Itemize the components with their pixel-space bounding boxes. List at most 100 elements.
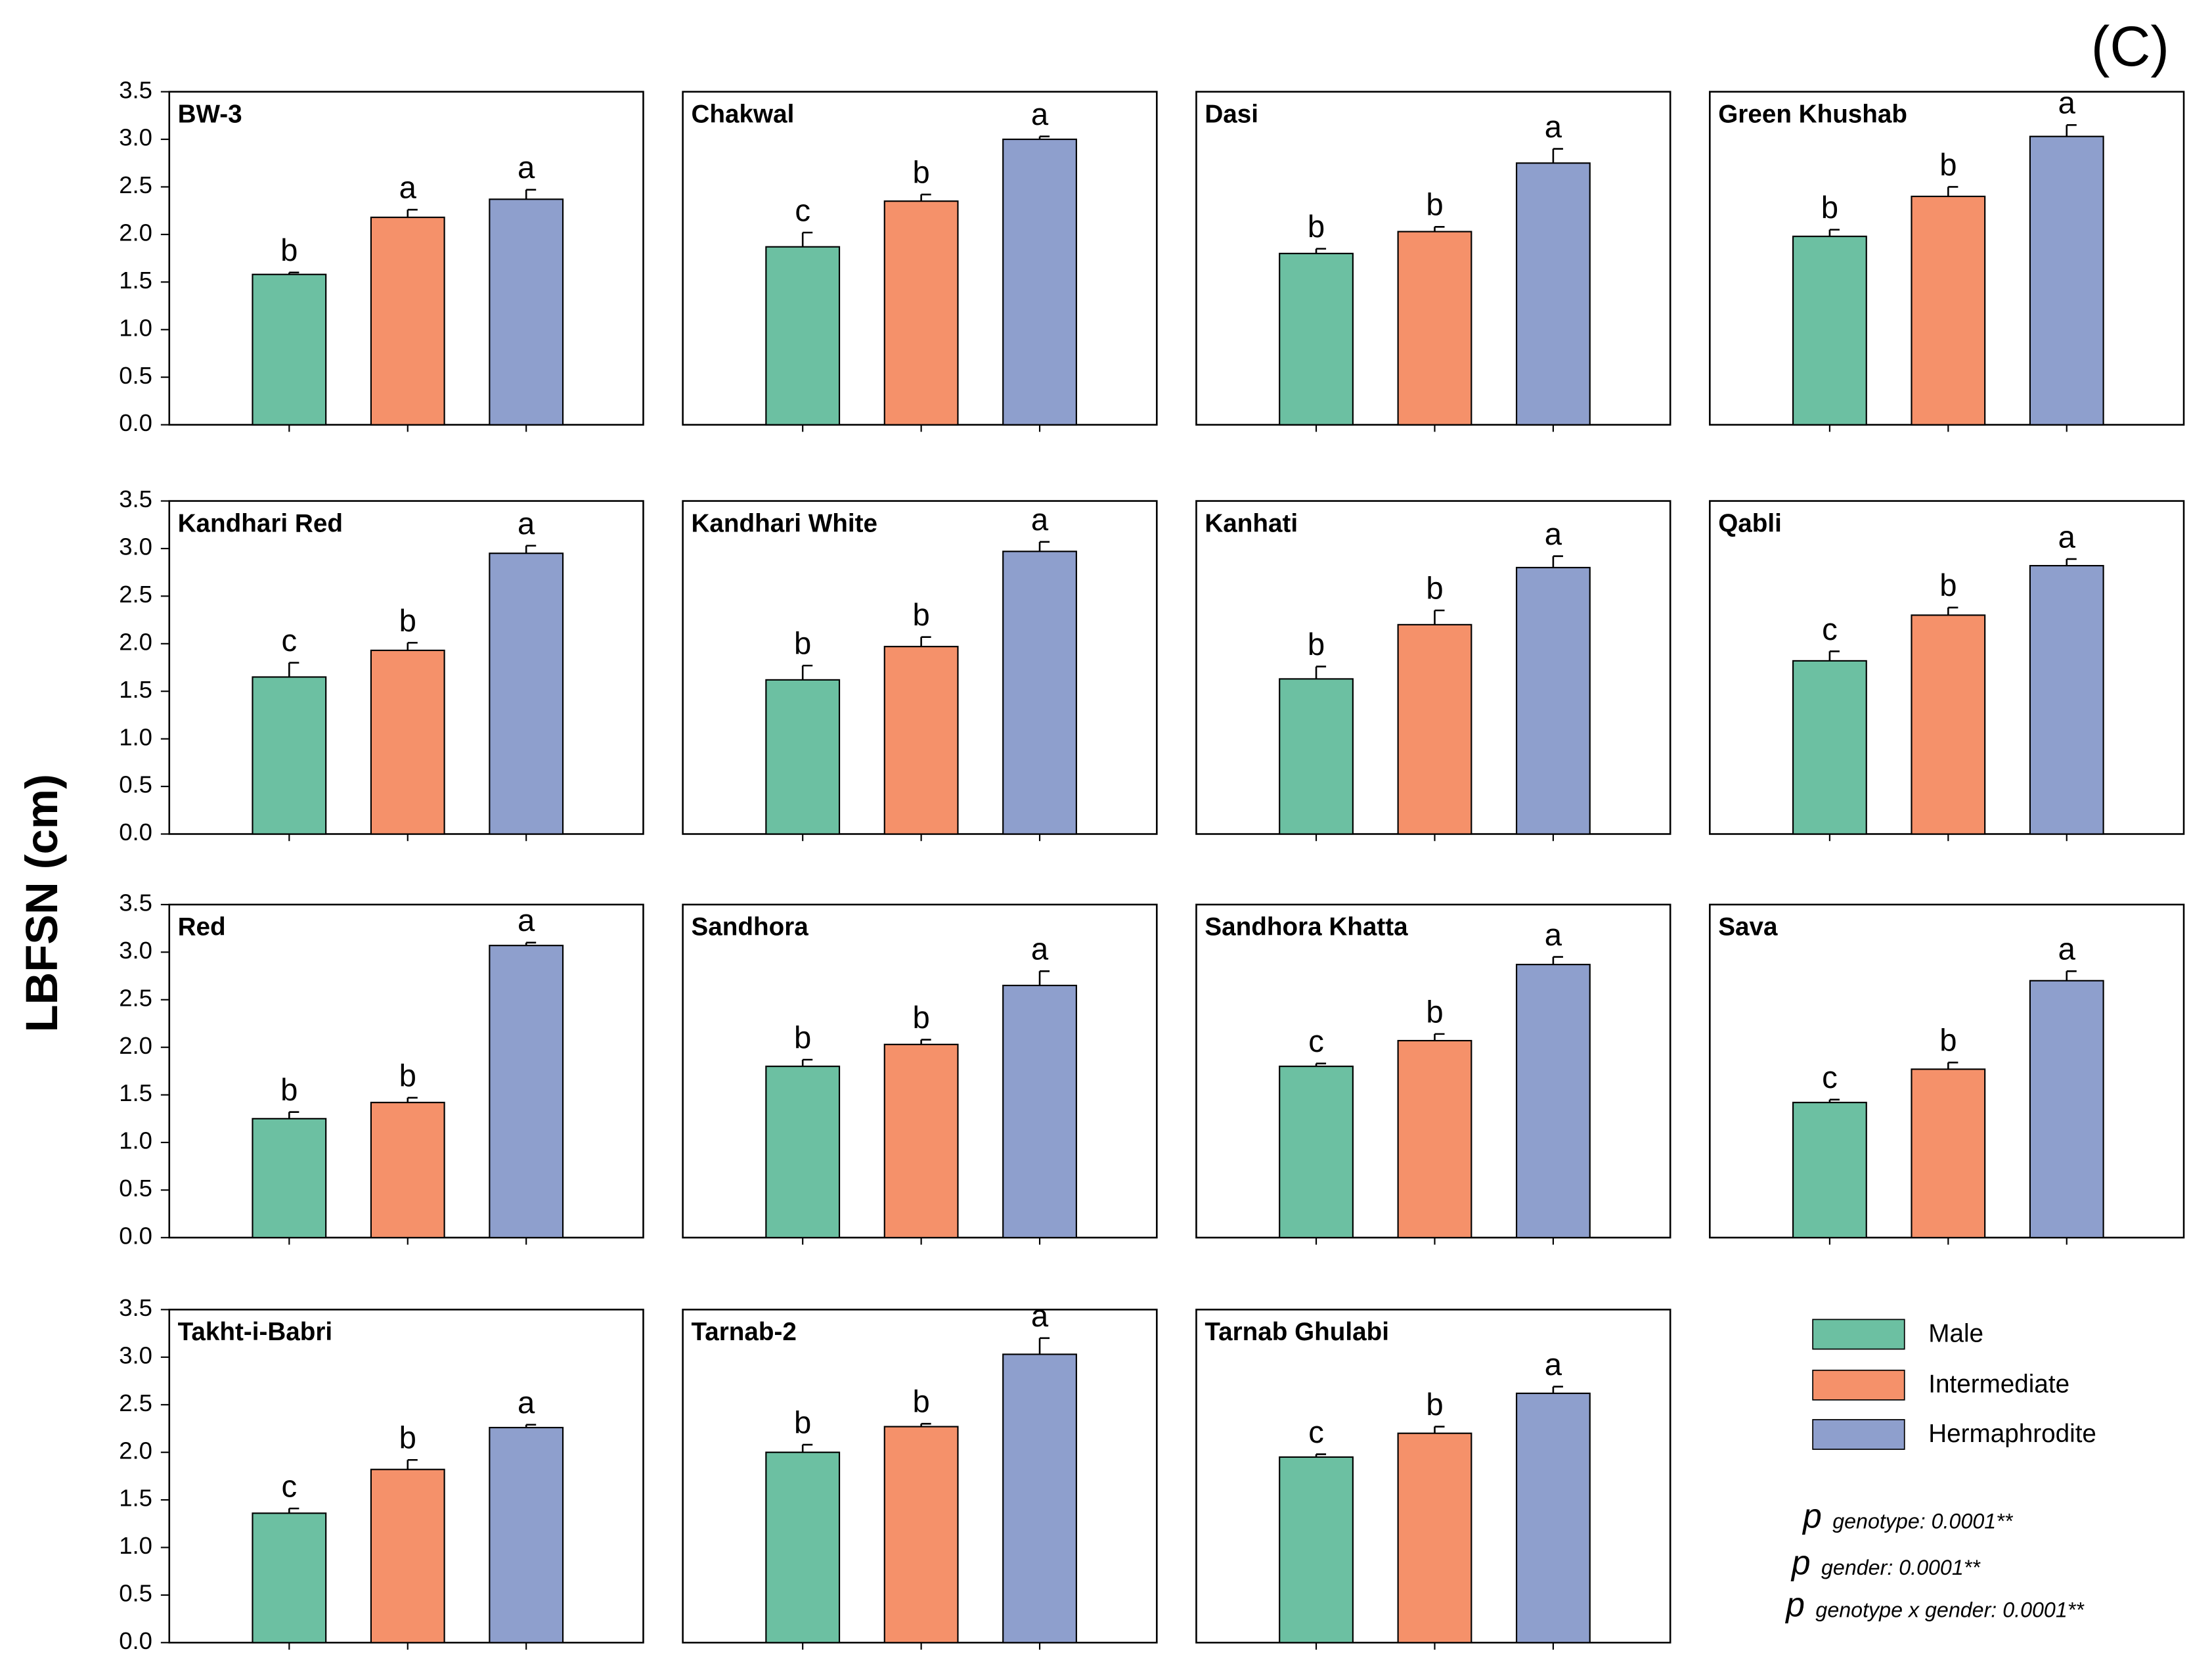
bar [1002, 138, 1077, 426]
significance-letter: c [282, 623, 298, 658]
significance-letter: a [1545, 110, 1562, 145]
error-bar [1434, 1426, 1445, 1433]
bar [489, 945, 564, 1238]
legend-swatch [1812, 1419, 1905, 1450]
panel: Red 0.0 0.5 1.0 1.5 2.0 2.5 3.0 3.5 b b a [119, 890, 644, 1249]
error-bar [407, 642, 418, 650]
error-bar [1552, 148, 1563, 164]
bar [2029, 980, 2104, 1238]
error-bar [288, 271, 299, 275]
error-bar [801, 231, 813, 247]
error-bar [920, 636, 931, 647]
bar [1397, 231, 1472, 426]
y-tick-label: 3.5 [119, 485, 152, 512]
panel: Sava c b a [1709, 903, 2185, 1245]
bar [370, 1102, 445, 1238]
significance-letter: b [1426, 995, 1443, 1029]
bar [1792, 235, 1867, 426]
significance-letter: c [1308, 1415, 1324, 1450]
error-bar [2066, 124, 2077, 137]
panel: Sandhora b b a [682, 903, 1158, 1245]
legend-label: Intermediate [1928, 1370, 2069, 1399]
bar [1002, 1353, 1077, 1644]
panel-title: Green Khushab [1718, 100, 1907, 128]
bar [883, 200, 959, 426]
error-bar [1947, 1062, 1958, 1070]
bar [1279, 1456, 1354, 1644]
error-bar [1828, 229, 1840, 237]
error-bar [407, 1096, 418, 1103]
panel-title: Kandhari Red [178, 509, 343, 537]
y-tick-label: 0.5 [119, 362, 152, 389]
error-bar [1947, 606, 1958, 616]
error-bar [525, 545, 537, 554]
panel: Tarnab Ghulabi c b a [1195, 1309, 1671, 1650]
y-tick-label: 0.5 [119, 1175, 152, 1202]
bar [1911, 195, 1986, 426]
significance-letter: a [2058, 86, 2076, 121]
p-note: genotype: 0.0001** [1832, 1509, 2014, 1533]
bar [1397, 1432, 1472, 1644]
significance-letter: b [399, 1421, 416, 1456]
bar [883, 1426, 959, 1644]
significance-letter: a [1031, 932, 1049, 967]
bar [883, 646, 959, 835]
error-bar [1315, 666, 1327, 679]
panel: Kandhari White b b a [682, 500, 1158, 842]
y-tick-label: 0.5 [119, 771, 152, 798]
bar [252, 273, 327, 426]
panel: Qabli c b a [1709, 500, 2185, 842]
significance-letter: b [1821, 191, 1838, 225]
error-bar [2066, 970, 2077, 981]
y-tick-label: 2.0 [119, 1437, 152, 1464]
error-bar [1552, 555, 1563, 568]
error-bar [1552, 1386, 1563, 1393]
p-symbol: p [1784, 1585, 1805, 1623]
significance-letter: a [1031, 503, 1049, 537]
y-tick-label: 1.0 [119, 1127, 152, 1154]
error-bar [1434, 609, 1445, 625]
error-bar [1315, 1453, 1327, 1457]
significance-letter: b [399, 604, 416, 639]
significance-letter: b [912, 1001, 929, 1035]
error-bar [525, 189, 537, 200]
error-bar [920, 1422, 931, 1427]
significance-letter: b [1426, 1388, 1443, 1422]
panel-title: Red [178, 913, 226, 941]
panel-label: (C) [2091, 15, 2169, 78]
y-tick-label: 3.0 [119, 937, 152, 964]
error-bar [1038, 970, 1050, 986]
significance-letter: b [1308, 210, 1325, 244]
y-tick-label: 1.5 [119, 1485, 152, 1512]
y-tick-label: 0.5 [119, 1580, 152, 1607]
panel-title: Takht-i-Babri [178, 1318, 333, 1346]
significance-letter: a [518, 507, 535, 541]
panel-title: Qabli [1718, 509, 1782, 537]
significance-letter: a [2058, 520, 2076, 554]
y-tick-label: 3.5 [119, 76, 152, 103]
bar [1397, 1039, 1472, 1238]
y-tick-label: 3.5 [119, 890, 152, 916]
panel: Chakwal c b a [682, 91, 1158, 432]
significance-letter: b [794, 627, 811, 662]
error-bar [525, 1424, 537, 1428]
error-bar [1552, 956, 1563, 965]
panel-title: Sandhora Khatta [1205, 913, 1408, 941]
y-axis-label: LBFSN (cm) [16, 774, 67, 1032]
legend-swatch [1812, 1369, 1905, 1401]
panel-title: Kandhari White [692, 509, 877, 537]
significance-letter: a [1545, 918, 1562, 953]
significance-letter: b [1426, 572, 1443, 606]
bar [2029, 564, 2104, 835]
significance-letter: c [282, 1470, 298, 1504]
panel: BW-3 0.0 0.5 1.0 1.5 2.0 2.5 3.0 3.5 b a a [119, 76, 644, 436]
error-bar [288, 1507, 299, 1514]
bar [765, 1066, 841, 1238]
significance-letter: a [1031, 1299, 1049, 1334]
panel-title: Dasi [1205, 100, 1258, 128]
bar [1002, 551, 1077, 835]
y-tick-label: 2.0 [119, 628, 152, 655]
significance-letter: b [1939, 148, 1957, 183]
significance-letter: c [795, 193, 810, 228]
